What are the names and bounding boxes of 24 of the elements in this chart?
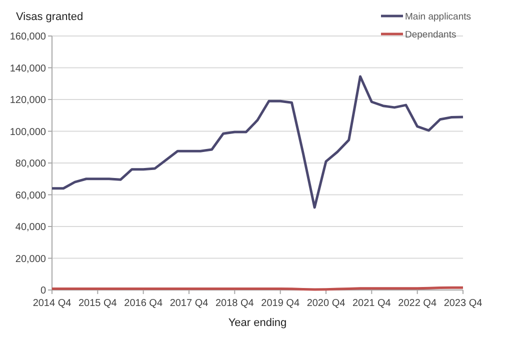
x-tick-label: 2018 Q4 <box>215 298 254 309</box>
y-tick-label: 80,000 <box>15 158 46 170</box>
legend-label: Dependants <box>405 29 456 40</box>
line-series <box>50 75 464 209</box>
x-tick-label: 2022 Q4 <box>398 298 437 309</box>
y-tick-label: 140,000 <box>10 63 46 74</box>
x-axis-title: Year ending <box>228 317 287 329</box>
x-tick-label: 2015 Q4 <box>78 298 118 309</box>
x-tick-label: 2021 Q4 <box>352 298 392 309</box>
x-tick-label: 2016 Q4 <box>124 298 163 309</box>
y-tick-label: 40,000 <box>15 222 46 233</box>
y-tick-label: 120,000 <box>10 95 46 106</box>
x-tick-label: 2019 Q4 <box>261 298 300 309</box>
y-tick-label: 60,000 <box>15 190 46 202</box>
x-tick-label: 2017 Q4 <box>170 298 209 309</box>
y-tick-label: 0 <box>40 286 46 296</box>
x-tick-label: 2014 Q4 <box>32 298 72 309</box>
y-tick-label: 20,000 <box>15 254 46 265</box>
y-axis-title: Visas granted <box>16 11 84 23</box>
x-tick-label: 2023 Q4 <box>444 298 483 309</box>
x-tick-label: 2020 Q4 <box>306 298 346 309</box>
legend-label: Main applicants <box>405 11 472 22</box>
y-tick-label: 160,000 <box>10 32 46 42</box>
y-tick-label: 100,000 <box>10 126 46 138</box>
